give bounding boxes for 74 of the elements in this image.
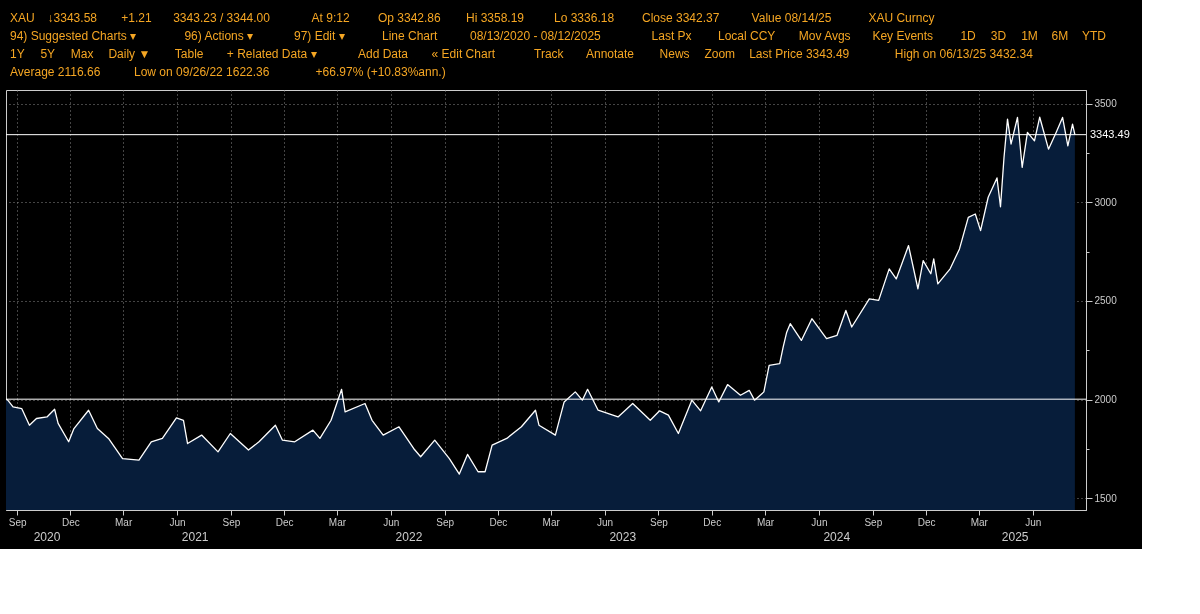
x-tick-label: Jun [169,516,186,528]
text: +66.97% (+10.83%ann.) [315,65,446,79]
x-tick-label: Jun [1025,516,1042,528]
x-tick-label: Dec [489,516,508,528]
text: XAU [10,11,35,25]
text: High on 06/13/25 3432.34 [894,47,1034,61]
x-tick-label: Mar [328,516,347,528]
text: Daily ▼ [108,47,151,61]
text: 1Y [10,47,25,61]
text: Line Chart [382,29,439,43]
text: Track [534,47,565,61]
x-tick-label: Dec [275,516,294,528]
text: Add Data [358,47,409,61]
ref-line-label: 3343.49 [1090,127,1130,140]
text: 08/13/2020 - 08/12/2025 [470,29,602,43]
y-tick-label: 2500 [1094,295,1118,307]
text: 3343.23 / 3344.00 [173,11,271,25]
text: 96) Actions ▾ [184,29,254,43]
text: Key Events [872,29,934,43]
text: ↓3343.58 [47,11,98,25]
text: Close 3342.37 [642,11,720,25]
text: Lo 3336.18 [554,11,615,25]
x-tick-label: Dec [703,516,722,528]
y-tick-label: 3000 [1094,196,1118,208]
text: News [659,47,690,61]
x-tick-label: Jun [811,516,828,528]
text: Local CCY [718,29,776,43]
text: Zoom [704,47,736,61]
text: 5Y [40,47,56,61]
text: 6M [1051,29,1069,43]
x-tick-label: Mar [970,516,989,528]
text: 2023 [609,530,637,544]
x-tick-label: Sep [222,516,241,528]
text: 94) Suggested Charts ▾ [10,29,137,43]
text: Average 2116.66 [10,65,101,79]
x-tick-label: Sep [650,516,669,528]
text: 2024 [823,530,851,544]
y-tick-label: 1500 [1094,492,1118,504]
text: 97) Edit ▾ [294,29,345,43]
text: 1D [960,29,977,43]
x-tick-label: Sep [436,516,455,528]
text: Op 3342.86 [378,11,442,25]
text: 2021 [181,530,209,544]
text: YTD [1082,29,1107,43]
text: Hi 3358.19 [466,11,525,25]
text: Mov Avgs [798,29,851,43]
x-tick-label: Mar [115,516,133,528]
x-tick-label: Mar [542,516,561,528]
text: Value 08/14/25 [751,11,832,25]
x-tick-label: Sep [864,516,883,528]
x-tick-label: Jun [383,516,400,528]
text: 2020 [33,530,61,544]
text: + Related Data ▾ [226,47,317,61]
x-tick-label: Dec [917,516,936,528]
x-tick-label: Mar [756,516,775,528]
x-tick-label: Dec [62,516,80,528]
text: At 9:12 [311,11,350,25]
text: Low on 09/26/22 1622.36 [134,65,270,79]
x-tick-label: Sep [8,516,27,528]
text: « Edit Chart [431,47,496,61]
y-tick-label: 2000 [1094,394,1118,406]
text: 3D [990,29,1007,43]
text: Table [174,47,204,61]
text: 2022 [395,530,423,544]
text: 1M [1021,29,1038,43]
text: XAU Curncy [868,11,935,25]
text: +1.21 [121,11,152,25]
text: Max [70,47,94,61]
text: Last Price 3343.49 [749,47,850,61]
text: Annotate [586,47,635,61]
y-tick-label: 3500 [1094,98,1118,110]
text: 2025 [1001,530,1029,544]
text: Last Px [651,29,692,43]
x-tick-label: Jun [597,516,614,528]
